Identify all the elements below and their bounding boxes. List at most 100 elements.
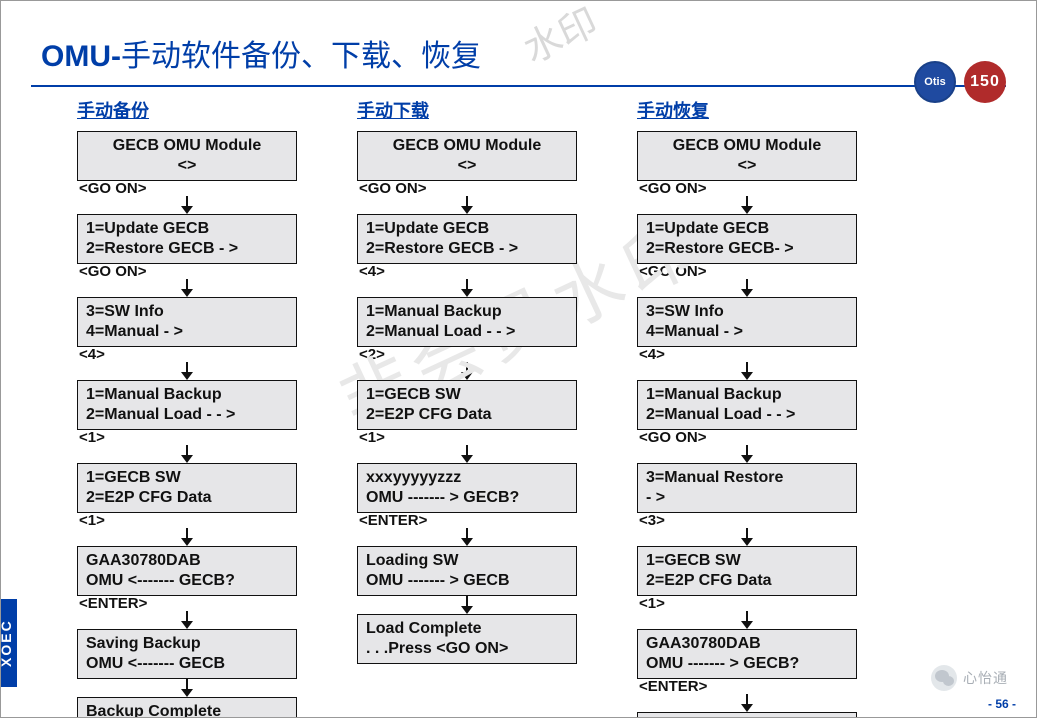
flow-box-line: OMU ------- > GECB? — [366, 488, 568, 508]
connector-label: <4> — [639, 347, 665, 362]
flow-box-line: GAA30780DAB — [86, 551, 288, 571]
flow-box-line: xxxyyyyyzzz — [366, 468, 568, 488]
connector-label: <GO ON> — [639, 181, 707, 196]
flow-connector: <ENTER> — [357, 513, 577, 546]
flow-connector: <GO ON> — [77, 181, 297, 214]
flow-box-line: 1=Manual Backup — [366, 302, 568, 322]
flow-box: 3=Manual Restore - > — [637, 463, 857, 513]
flow-box-line: 2=Restore GECB- > — [646, 239, 848, 259]
connector-label: <GO ON> — [639, 264, 707, 279]
flow-box-line: 2=Manual Load - - > — [646, 405, 848, 425]
title-bar: OMU-手动软件备份、下载、恢复 — [1, 1, 1036, 81]
flow-box-line: <> — [646, 156, 848, 176]
connector-label: <4> — [79, 347, 105, 362]
flow-box-line: 4=Manual - > — [86, 322, 288, 342]
flow-connector: <ENTER> — [637, 679, 857, 712]
flow-connector: <GO ON> — [77, 264, 297, 297]
flow-box-line: 2=E2P CFG Data — [366, 405, 568, 425]
flow-connector: <GO ON> — [637, 430, 857, 463]
flow-connector: <1> — [77, 513, 297, 546]
flow-box-line: 1=Manual Backup — [86, 385, 288, 405]
arrow-down-icon — [459, 528, 475, 546]
connector-label: <GO ON> — [359, 181, 427, 196]
flow-box-line: 4=Manual - > — [646, 322, 848, 342]
connector-label: <2> — [359, 347, 385, 362]
flow-connector: <1> — [637, 596, 857, 629]
flow-box-line: 2=E2P CFG Data — [86, 488, 288, 508]
flow-box-line: <> — [366, 156, 568, 176]
arrow-down-icon — [739, 279, 755, 297]
flow-box: 1=GECB SW2=E2P CFG Data — [637, 546, 857, 596]
connector-label: <ENTER> — [639, 679, 707, 694]
flow-connector: <1> — [77, 430, 297, 463]
flow-box: GECB OMU Module<> — [637, 131, 857, 181]
wechat-text: 心怡通 — [963, 668, 1008, 688]
flow-box-line: 2=Restore GECB - > — [86, 239, 288, 259]
flow-box: GAA30780DABOMU ------- > GECB? — [637, 629, 857, 679]
flow-box-line: 1=GECB SW — [366, 385, 568, 405]
flow-box: 1=Manual Backup2=Manual Load - - > — [637, 380, 857, 430]
flow-box-line: Backup Complete — [86, 702, 288, 718]
flow-box: Load Complete. . .Press <GO ON> — [357, 614, 577, 664]
flow-box: GAA30780DABOMU <------- GECB? — [77, 546, 297, 596]
title-en: OMU- — [41, 40, 121, 73]
flow-connector: <GO ON> — [637, 264, 857, 297]
flow-box: Loading SWOMU ------- > GECB — [357, 546, 577, 596]
arrow-down-icon — [459, 279, 475, 297]
flow-box-line: 1=GECB SW — [646, 551, 848, 571]
flow-box-line: <> — [86, 156, 288, 176]
flow-box-line: 1=Manual Backup — [646, 385, 848, 405]
slide: OMU-手动软件备份、下载、恢复 Otis 150 水印 非会员水印 手动备份G… — [0, 0, 1037, 718]
flow-box-line: 3=SW Info — [86, 302, 288, 322]
flow-column: 手动恢复GECB OMU Module<><GO ON> 1=Update GE… — [637, 97, 857, 718]
flow-box-line: 2=Manual Load - - > — [366, 322, 568, 342]
flow-box: 1=Update GECB2=Restore GECB - > — [77, 214, 297, 264]
page-number: - 56 - — [988, 697, 1016, 711]
flow-box-line: GAA30780DAB — [646, 634, 848, 654]
flow-box: 1=Update GECB2=Restore GECB - > — [357, 214, 577, 264]
arrow-down-icon — [739, 611, 755, 629]
column-title: 手动恢复 — [637, 97, 709, 123]
connector-label: <1> — [79, 513, 105, 528]
arrow-down-icon — [739, 694, 755, 712]
flow-box-line: OMU ------- > GECB? — [646, 654, 848, 674]
flow-box-line: Load Complete — [366, 619, 568, 639]
flow-box-line: OMU <------- GECB? — [86, 571, 288, 591]
flow-connector: <2> — [357, 347, 577, 380]
flowchart-columns: 手动备份GECB OMU Module<><GO ON> 1=Update GE… — [1, 87, 1036, 718]
connector-label: <1> — [359, 430, 385, 445]
flow-box-line: Saving Backup — [86, 634, 288, 654]
flow-box: 1=GECB SW2=E2P CFG Data — [77, 463, 297, 513]
anniversary-badge-icon: 150 — [964, 61, 1006, 103]
flow-connector: <GO ON> — [357, 181, 577, 214]
flow-box: 1=Manual Backup2=Manual Load - - > — [77, 380, 297, 430]
connector-label: <GO ON> — [79, 264, 147, 279]
flow-connector: <4> — [77, 347, 297, 380]
logo-group: Otis 150 — [914, 61, 1006, 103]
title-zh: 手动软件备份、下载、恢复 — [121, 40, 481, 73]
flow-column: 手动下载GECB OMU Module<><GO ON> 1=Update GE… — [357, 97, 577, 664]
flow-connector: <4> — [357, 264, 577, 297]
flow-box: 1=Update GECB2=Restore GECB- > — [637, 214, 857, 264]
column-title: 手动备份 — [77, 97, 149, 123]
flow-connector: <GO ON> — [637, 181, 857, 214]
flow-box: GECB OMU Module<> — [357, 131, 577, 181]
arrow-down-icon — [179, 279, 195, 297]
arrow-down-icon — [179, 528, 195, 546]
arrow-down-icon — [739, 362, 755, 380]
wechat-icon — [931, 665, 957, 691]
page-title: OMU-手动软件备份、下载、恢复 — [41, 40, 481, 73]
flow-box-line: GECB OMU Module — [646, 136, 848, 156]
flow-box-line: OMU ------- > GECB — [366, 571, 568, 591]
flow-box: 3=SW Info4=Manual - > — [77, 297, 297, 347]
connector-label: <1> — [639, 596, 665, 611]
arrow-down-icon — [179, 445, 195, 463]
otis-logo-text: Otis — [924, 76, 945, 88]
flow-connector: <ENTER> — [77, 596, 297, 629]
arrow-down-icon — [739, 445, 755, 463]
connector-label: <GO ON> — [79, 181, 147, 196]
flow-box: Saving BackupOMU <------- GECB — [77, 629, 297, 679]
flow-connector: <4> — [637, 347, 857, 380]
flow-box-line: GECB OMU Module — [86, 136, 288, 156]
anniversary-badge-text: 150 — [970, 73, 1000, 91]
